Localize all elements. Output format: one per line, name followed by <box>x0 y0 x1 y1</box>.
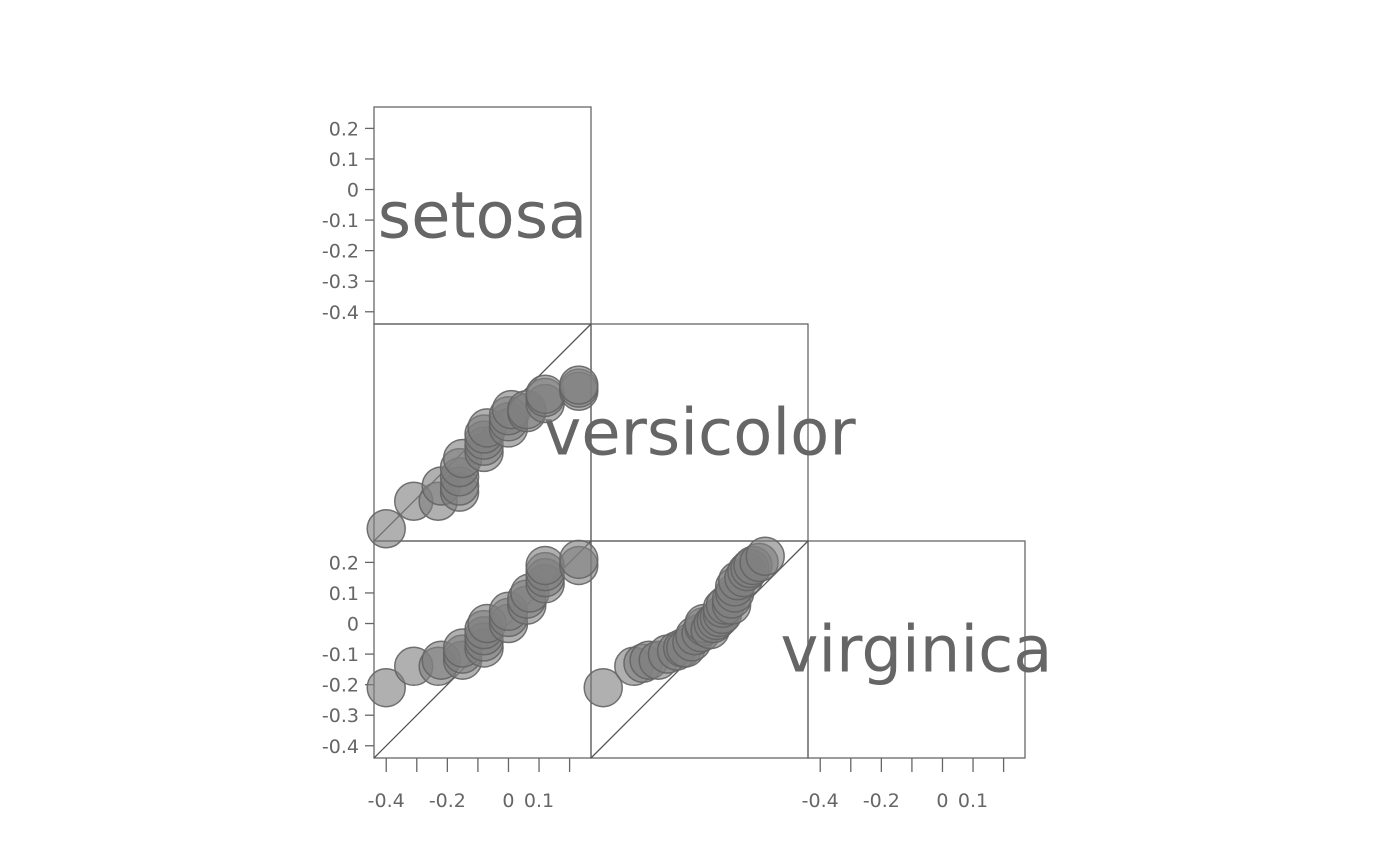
y-tick-label: -0.3 <box>322 271 359 293</box>
data-point <box>526 375 564 413</box>
y-tick-label: -0.4 <box>322 736 359 758</box>
data-point <box>526 546 564 584</box>
y-tick-label: -0.2 <box>322 675 359 697</box>
data-point <box>367 510 405 548</box>
y-tick-label: 0.1 <box>329 583 359 605</box>
y-tick-label: 0 <box>347 614 359 636</box>
diagonal-label-setosa: setosa <box>378 180 588 254</box>
x-tick-label: -0.4 <box>802 790 839 812</box>
data-point <box>746 537 784 575</box>
diagonal-label-virginica: virginica <box>781 614 1053 688</box>
x-tick-label: -0.4 <box>368 790 405 812</box>
x-tick-label: 0 <box>936 790 948 812</box>
diagonal-label-versicolor: versicolor <box>543 397 856 471</box>
x-tick-label: 0 <box>502 790 514 812</box>
x-tick-label: -0.2 <box>863 790 900 812</box>
y-tick-label: 0.2 <box>329 552 359 574</box>
y-tick-label: 0.2 <box>329 118 359 140</box>
x-tick-label: 0.1 <box>524 790 554 812</box>
y-tick-label: -0.2 <box>322 241 359 263</box>
y-tick-label: -0.1 <box>322 644 359 666</box>
y-tick-label: 0 <box>347 180 359 202</box>
data-point <box>560 366 598 404</box>
y-tick-label: -0.4 <box>322 302 359 324</box>
y-tick-label: -0.3 <box>322 705 359 727</box>
data-point <box>560 540 598 578</box>
x-tick-label: 0.1 <box>958 790 988 812</box>
y-tick-label: 0.1 <box>329 149 359 171</box>
y-tick-label: -0.1 <box>322 210 359 232</box>
x-tick-label: -0.2 <box>429 790 466 812</box>
